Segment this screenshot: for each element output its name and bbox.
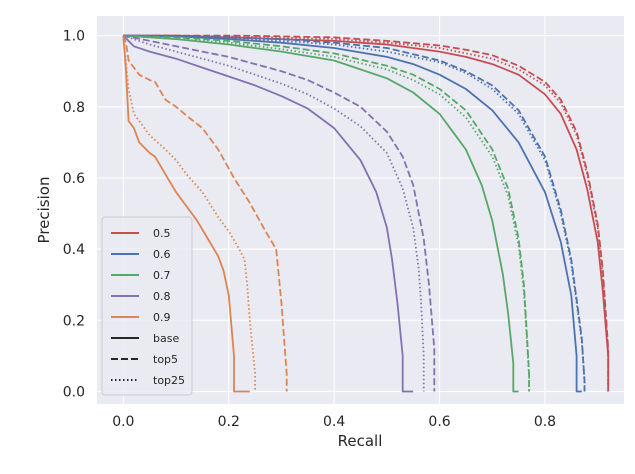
legend-label-0-7: 0.7 xyxy=(153,269,171,282)
tick-labels: 0.0 0.2 0.4 0.6 0.8 0.0 0.2 0.4 0.6 0.8 1.0 xyxy=(63,29,556,430)
y-tick-label: 1.0 xyxy=(63,29,85,45)
series-line-0-9-base xyxy=(122,35,250,393)
series-line-0-9-top5 xyxy=(122,35,288,392)
legend-label-0-8: 0.8 xyxy=(153,290,171,303)
y-tick-label: 0.2 xyxy=(63,313,85,329)
x-tick-label: 0.8 xyxy=(534,414,556,430)
y-axis-label: Precision xyxy=(35,177,53,244)
legend-label-0-5: 0.5 xyxy=(153,227,171,240)
x-axis-label: Recall xyxy=(338,432,383,450)
legend-label-top5: top5 xyxy=(153,353,178,366)
legend-label-base: base xyxy=(153,332,179,345)
legend-label-0-9: 0.9 xyxy=(153,311,171,324)
series-line-0-6-top25 xyxy=(123,34,586,392)
series-line-0-8-top5 xyxy=(123,34,436,392)
series-line-0-8-top25 xyxy=(123,34,425,392)
x-tick-label: 0.6 xyxy=(428,414,450,430)
legend-label-top25: top25 xyxy=(153,374,185,387)
series-line-0-7-base xyxy=(123,34,519,393)
y-tick-label: 0.6 xyxy=(63,171,85,187)
x-tick-label: 0.2 xyxy=(218,414,240,430)
series-line-0-6-base xyxy=(123,34,582,393)
legend: 0.5 0.6 0.7 0.8 0.9 base top5 top25 xyxy=(101,216,193,396)
series-line-0-9-top25 xyxy=(122,35,257,392)
x-tick-label: 0.4 xyxy=(323,414,345,430)
legend-box xyxy=(101,216,193,396)
y-tick-label: 0.0 xyxy=(63,385,85,401)
series-line-0-5-base xyxy=(123,34,610,392)
x-tick-label: 0.0 xyxy=(112,414,134,430)
series-line-0-5-top25 xyxy=(123,34,610,392)
y-tick-label: 0.4 xyxy=(63,242,85,258)
series-layer xyxy=(122,34,610,393)
series-line-0-8-base xyxy=(122,34,414,393)
legend-label-0-6: 0.6 xyxy=(153,248,171,261)
series-line-0-7-top25 xyxy=(123,34,530,392)
y-tick-label: 0.8 xyxy=(63,100,85,116)
